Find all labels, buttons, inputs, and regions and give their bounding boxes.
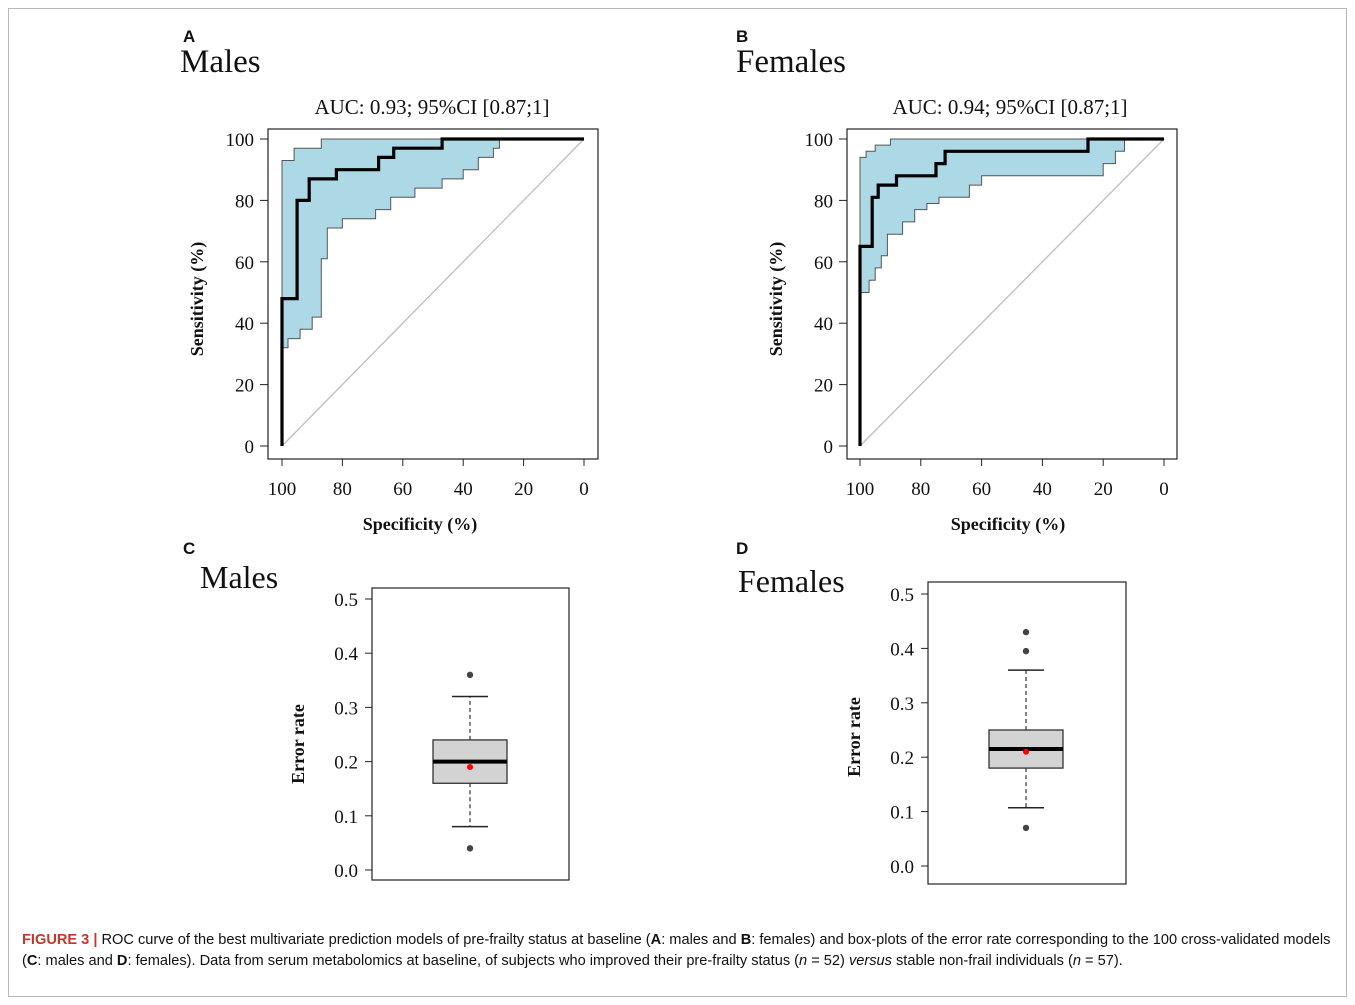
- y-tick-label: 0: [824, 437, 834, 458]
- roc-plot-area: 0 20 40 60 80 100 100 80 60 40 20 0: [226, 128, 599, 500]
- y-axis-label: Sensitivity (%): [766, 242, 787, 357]
- caption-segment: = 52): [807, 953, 849, 969]
- y-tick-label: 0.2: [334, 753, 358, 774]
- boxplot-area: 0.0 0.1 0.2 0.3 0.4 0.5: [334, 587, 570, 882]
- y-tick-label: 100: [805, 130, 834, 151]
- y-tick-label: 20: [814, 376, 833, 397]
- roc-curve: [280, 137, 584, 446]
- panel-letter-a: A: [183, 27, 195, 46]
- y-tick-label: 0.3: [890, 694, 914, 715]
- caption-segment: ROC curve of the best multivariate predi…: [97, 932, 651, 948]
- y-tick-label: 40: [814, 314, 833, 335]
- panel-b-roc: B Females AUC: 0.94; 95%CI [0.87;1] Spec…: [736, 27, 1178, 535]
- outlier-point: [1022, 647, 1030, 655]
- x-tick-label: 80: [333, 479, 352, 500]
- x-tick-label: 20: [514, 479, 533, 500]
- panel-letter-b: B: [736, 27, 748, 46]
- panel-c-boxplot: C Males Error rate 0.0 0.1 0.2 0.3 0.4 0.5: [183, 539, 570, 882]
- y-axis-label: Error rate: [844, 697, 864, 777]
- mean-point: [1023, 748, 1029, 755]
- x-tick-label: 40: [1033, 479, 1052, 500]
- caption-segment: n: [799, 953, 808, 969]
- x-axis-label: Specificity (%): [951, 514, 1065, 535]
- outlier-point: [1022, 628, 1030, 636]
- caption-segment: A: [650, 932, 662, 948]
- caption-segment: : females) and box-plots of the error ra…: [22, 932, 1331, 969]
- caption-segment: = 57).: [1080, 953, 1123, 969]
- outlier-point: [1022, 824, 1030, 832]
- x-axis-label: Specificity (%): [363, 514, 477, 535]
- panel-title: Females: [738, 563, 845, 599]
- panel-a-roc: A Males AUC: 0.93; 95%CI [0.87;1] Specif…: [180, 27, 599, 535]
- panel-d-boxplot: D Females Error rate 0.0 0.1 0.2 0.3 0.4 0.5: [736, 539, 1127, 885]
- roc-curve: [858, 137, 1164, 446]
- caption-segment: versus: [848, 953, 892, 969]
- figure-frame: [8, 8, 1347, 997]
- x-tick-label: 100: [268, 479, 297, 500]
- y-tick-label: 40: [235, 314, 254, 335]
- y-tick-label: 0.4: [334, 644, 358, 665]
- panel-title: Males: [180, 44, 261, 80]
- y-tick-label: 0: [245, 437, 255, 458]
- ci-band: [859, 138, 1164, 293]
- y-tick-label: 60: [235, 253, 254, 274]
- caption-segment: : males and: [37, 953, 117, 969]
- x-tick-label: 60: [393, 479, 412, 500]
- caption-segment: C: [26, 953, 38, 969]
- roc-plot-area: 0 20 40 60 80 100 100 80 60 40 20 0: [805, 128, 1178, 500]
- reference-diagonal: [859, 138, 1165, 447]
- outlier-point: [466, 671, 474, 679]
- x-tick-label: 20: [1094, 479, 1113, 500]
- caption-segment: stable non-frail individuals (: [891, 953, 1073, 969]
- caption-segment: : females). Data from serum metabolomics…: [127, 953, 800, 969]
- plot-border: [371, 587, 570, 881]
- panel-letter-c: C: [183, 539, 195, 558]
- ci-band: [281, 138, 584, 349]
- caption-segment: B: [740, 932, 752, 948]
- reference-diagonal: [281, 138, 585, 447]
- y-tick-label: 0.3: [334, 698, 358, 719]
- panel-title: Males: [200, 559, 278, 595]
- panel-title: Females: [736, 44, 846, 80]
- x-tick-label: 40: [454, 479, 473, 500]
- x-tick-label: 0: [1159, 479, 1169, 500]
- x-tick-label: 0: [579, 479, 589, 500]
- y-tick-label: 80: [814, 191, 833, 212]
- y-tick-label: 100: [226, 130, 255, 151]
- y-tick-label: 20: [235, 376, 254, 397]
- caption-segment: n: [1072, 953, 1081, 969]
- auc-label: AUC: 0.94; 95%CI [0.87;1]: [892, 95, 1127, 119]
- caption-text: ROC curve of the best multivariate predi…: [22, 932, 1330, 969]
- caption-label: FIGURE 3 |: [22, 932, 98, 948]
- x-tick-label: 60: [972, 479, 991, 500]
- y-tick-label: 0.2: [890, 748, 914, 769]
- y-tick-label: 0.1: [334, 807, 358, 828]
- y-tick-label: 0.4: [890, 639, 914, 660]
- auc-label: AUC: 0.93; 95%CI [0.87;1]: [314, 95, 549, 119]
- y-tick-label: 80: [235, 191, 254, 212]
- outlier-point: [466, 845, 474, 852]
- panel-letter-d: D: [736, 539, 748, 558]
- x-tick-label: 80: [911, 479, 930, 500]
- caption-segment: : males and: [661, 932, 741, 948]
- y-tick-label: 0.5: [890, 585, 914, 606]
- y-tick-label: 60: [814, 253, 833, 274]
- boxplot-area: 0.0 0.1 0.2 0.3 0.4 0.5: [890, 581, 1127, 885]
- y-axis-label: Error rate: [288, 704, 308, 784]
- y-tick-label: 0.5: [334, 590, 358, 611]
- y-tick-label: 0.0: [334, 861, 358, 882]
- plot-border: [927, 581, 1127, 885]
- caption-segment: D: [116, 953, 128, 969]
- y-tick-label: 0.1: [890, 803, 914, 824]
- figure-caption: FIGURE 3 | ROC curve of the best multiva…: [22, 930, 1332, 972]
- y-axis-label: Sensitivity (%): [187, 242, 208, 357]
- mean-point: [467, 764, 473, 771]
- y-tick-label: 0.0: [890, 857, 914, 878]
- x-tick-label: 100: [846, 479, 875, 500]
